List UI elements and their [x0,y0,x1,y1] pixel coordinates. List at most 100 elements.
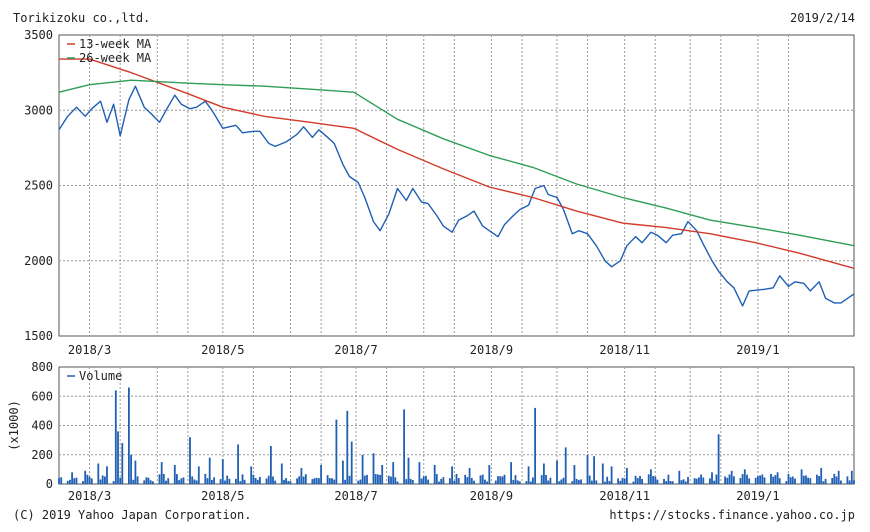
volume-bar [610,466,613,484]
chart-date: 2019/2/14 [789,11,855,25]
volume-bar [342,460,344,484]
volume-bar [381,465,384,484]
volume-bar [656,479,659,484]
volume-bar [763,477,766,484]
volume-bar [221,459,224,484]
volume-y-tick-label: 0 [46,477,53,491]
volume-bar [739,478,742,484]
volume-bar [608,481,611,484]
volume-bar [344,479,346,484]
volume-bar [106,466,108,484]
volume-bar [457,478,460,484]
price-lines [58,58,855,307]
volume-bar [435,474,438,484]
volume-bar [176,474,178,484]
volume-bar [464,474,467,484]
volume-bar [136,476,139,484]
price-x-tick-label: 2018/11 [599,343,650,357]
volume-y-tick-label: 200 [31,448,53,462]
volume-bar [853,480,855,484]
volume-bar [405,479,408,484]
volume-bar [270,446,272,484]
volume-bars [58,387,855,485]
volume-bar [547,480,550,484]
volume-bar [621,477,624,484]
volume-bar [58,477,60,484]
volume-bar [97,463,100,484]
volume-y-tick-label: 800 [31,360,53,374]
volume-bar [265,478,268,484]
volume-bar [591,480,593,484]
volume-bar [165,480,167,484]
volume-bar [394,477,397,484]
volume-bar [377,474,379,484]
volume-bar [422,476,425,484]
volume-bar [333,479,336,484]
volume-bar [759,475,761,484]
volume-bar [805,475,807,484]
volume-bar [128,387,130,484]
price-x-tick-label: 2018/7 [334,343,377,357]
volume-bar [617,478,619,484]
volume-bar [562,477,565,484]
price-y-tick-label: 3000 [24,103,53,117]
volume-bar [449,478,451,484]
volume-bar [178,480,180,484]
volume-bar [134,460,137,484]
volume-bar [359,479,362,484]
volume-bar [746,474,748,484]
volume-bar [593,456,595,484]
volume-bar [396,481,399,484]
volume-bar [403,409,405,484]
volume-bar [313,478,316,484]
volume-bar [411,480,414,484]
volume-bar [791,476,794,484]
volume-bar [451,466,453,484]
volume-bar [470,478,473,484]
volume-bar [392,462,395,484]
volume-bar [112,481,115,484]
volume-bar [488,465,491,484]
volume-bar [167,478,170,484]
volume-bar [289,481,292,484]
volume-bar [132,479,135,484]
volume-bar [837,470,840,484]
volume-bar [407,457,410,484]
volume-bar [189,437,191,484]
volume-bar [237,444,239,484]
volume-bar [726,477,729,484]
volume-bar [654,476,657,484]
volume-bar [374,474,377,484]
volume-bar [601,463,604,484]
volume-bar [588,475,591,484]
volume-bar [770,473,772,484]
volume-bar [669,481,672,484]
volume-bar [684,481,687,484]
source-url-link[interactable]: https://stocks.finance.yahoo.co.jp [609,508,855,522]
volume-bar [211,479,213,484]
volume-bar [320,465,322,484]
volume-bar [575,478,578,484]
volume-bar [540,475,543,484]
volume-bar [66,480,69,484]
volume-bar [363,475,366,484]
volume-bar [239,481,242,484]
price-x-tick-label: 2018/3 [68,343,111,357]
volume-bar [549,477,552,484]
price-grid [59,35,854,336]
volume-bar [774,475,777,484]
volume-bar [162,474,165,484]
volume-bar [350,441,353,484]
volume-bar [331,478,333,484]
volume-bar [573,465,576,484]
volume-bar [497,476,499,484]
volume-bar [267,475,270,484]
volume-bar [494,480,497,484]
price-y-tick-label: 2000 [24,254,53,268]
volume-bar [250,466,253,484]
volume-bar [252,474,255,484]
volume-x-tick-label: 2018/3 [68,489,111,503]
volume-bar [741,474,744,484]
volume-bar [468,467,471,484]
volume-y-tick-label: 600 [31,389,53,403]
